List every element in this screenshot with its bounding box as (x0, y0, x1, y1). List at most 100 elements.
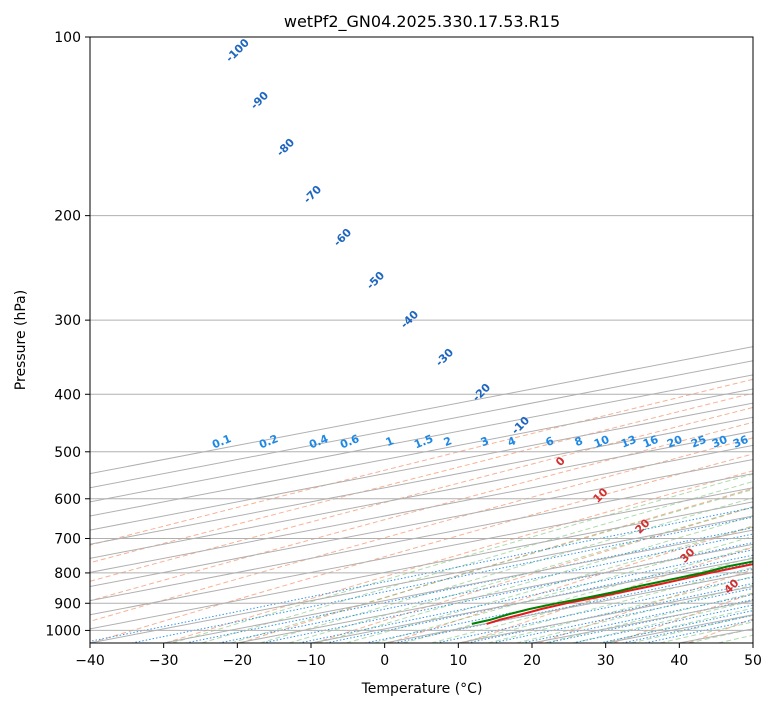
mixing-ratio-line (299, 549, 753, 643)
y-tick-label: 1000 (45, 623, 81, 639)
x-tick-label: 0 (380, 653, 389, 669)
dry-adiabat-label: -80 (274, 136, 297, 159)
y-tick-label: 700 (54, 532, 81, 548)
mixing-ratio-label: 20 (665, 433, 684, 451)
reference-lines (90, 37, 775, 643)
mixing-ratio-line (90, 507, 753, 642)
chart-title: wetPf2_GN04.2025.330.17.53.R15 (284, 12, 560, 32)
isotherm (90, 402, 753, 531)
x-axis: −40 −30 −20 −10 0 10 20 30 40 50 (75, 643, 762, 669)
dry-adiabat-label: -90 (248, 89, 271, 112)
dry-adiabat (90, 421, 753, 602)
isotherm (90, 374, 753, 503)
dry-adiabat (90, 437, 753, 622)
isotherm (752, 642, 753, 643)
y-tick-label: 100 (54, 30, 81, 46)
moist-adiabat (402, 546, 753, 643)
moist-adiabat (659, 621, 753, 643)
mixing-ratio-label: 0.2 (257, 432, 280, 451)
y-tick-label: 200 (54, 209, 81, 225)
isotherm (384, 571, 753, 643)
mixing-ratio-label: 30 (710, 433, 729, 451)
x-tick-label: 50 (744, 653, 762, 669)
x-tick-label: 30 (597, 653, 615, 669)
isotherm (90, 515, 753, 643)
moist-adiabat (573, 600, 753, 643)
plot-frame (89, 36, 754, 644)
dry-adiabat (314, 506, 753, 643)
mixing-ratio-label: 0.4 (307, 432, 330, 451)
moist-adiabat-label: 30 (678, 545, 698, 565)
y-tick-label: 500 (54, 445, 81, 461)
moist-adiabat (688, 628, 753, 643)
y-axis-label: Pressure (hPa) (13, 290, 29, 390)
moist-adiabat (516, 584, 753, 643)
moist-adiabat (201, 481, 753, 643)
dry-adiabat (90, 392, 753, 564)
isotherm (90, 459, 753, 588)
moist-adiabat (487, 575, 753, 643)
mixing-ratio-label: 16 (641, 433, 660, 451)
moist-adiabat-label: 0 (553, 454, 568, 469)
y-tick-label: 600 (54, 492, 81, 508)
moist-adiabat (459, 566, 753, 643)
dry-adiabat-label: -30 (433, 346, 456, 369)
dry-adiabat (239, 487, 753, 643)
mixing-ratio-label: 13 (619, 433, 638, 451)
moist-adiabat (259, 497, 753, 643)
y-tick-label: 900 (54, 596, 81, 612)
moist-adiabat (718, 634, 753, 643)
dry-adiabat (389, 526, 753, 643)
y-tick-label: 300 (54, 313, 81, 329)
y-tick-label: 400 (54, 387, 81, 403)
dry-adiabat-label: -70 (301, 183, 324, 206)
moist-adiabat (374, 535, 753, 643)
dry-adiabat (90, 378, 753, 546)
isotherm (90, 487, 753, 616)
mixing-ratio-line (599, 610, 753, 643)
isotherm (90, 346, 753, 475)
mixing-ratio-label: 10 (592, 433, 611, 451)
mixing-ratio-label: 3 (479, 434, 491, 449)
mixing-ratio-label: 0.1 (210, 432, 233, 451)
mixing-ratio-label: 8 (573, 434, 585, 449)
y-axis: 100 200 300 400 500 600 700 800 900 1000 (45, 30, 90, 639)
dry-adiabat (688, 618, 753, 643)
dry-adiabat (763, 37, 775, 643)
isotherm (90, 473, 753, 602)
mixing-ratio-label: 1 (384, 434, 396, 449)
moist-adiabat (431, 556, 753, 643)
series-layer (471, 560, 753, 625)
isotherm (90, 444, 753, 573)
isotherm (90, 430, 753, 559)
isotherm (163, 529, 753, 643)
dry-adiabat (165, 470, 753, 643)
mixing-ratio-label: 36 (731, 433, 750, 451)
mixing-ratio-line (521, 594, 753, 643)
isotherm (458, 586, 753, 643)
x-axis-label: Temperature (°C) (361, 681, 483, 697)
isotherm (90, 416, 753, 545)
dry-adiabat-label: -50 (364, 269, 387, 292)
grid (90, 37, 753, 643)
isotherm (90, 501, 753, 630)
temperature-line (486, 563, 753, 625)
mixing-ratio-label: 2 (442, 434, 454, 449)
x-tick-label: −30 (149, 653, 179, 669)
mixing-ratio-label: 1.5 (412, 432, 435, 451)
x-tick-label: 20 (523, 653, 541, 669)
dry-adiabat (90, 406, 753, 582)
dewpoint-line (471, 560, 753, 625)
x-tick-label: 40 (670, 653, 688, 669)
mixing-ratio-label: 25 (689, 433, 708, 451)
moist-adiabat-label: 10 (591, 485, 611, 505)
moist-adiabat (544, 592, 753, 643)
dry-adiabat (463, 546, 753, 643)
isotherm (90, 360, 753, 489)
dry-adiabat-label: -60 (331, 226, 354, 249)
isotherm (90, 388, 753, 517)
x-tick-label: −40 (75, 653, 105, 669)
x-tick-label: −20 (223, 653, 253, 669)
mixing-ratio-line (325, 554, 753, 643)
